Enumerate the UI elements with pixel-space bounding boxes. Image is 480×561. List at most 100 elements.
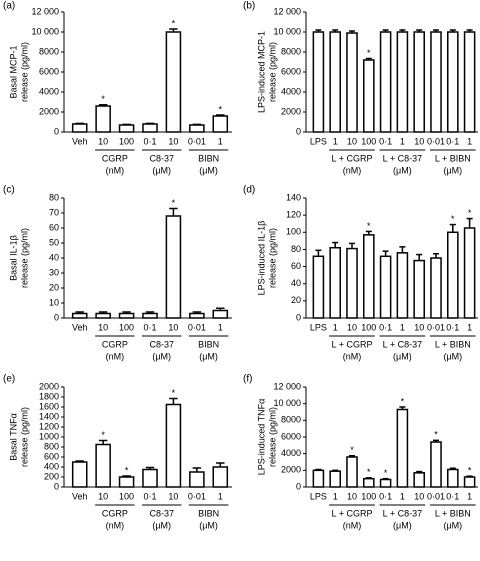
y-tick-label: 120 — [286, 210, 301, 220]
bar — [447, 31, 459, 133]
bar — [413, 259, 425, 319]
bar — [189, 124, 205, 133]
bar — [165, 31, 182, 133]
y-tick-label: 8000 — [281, 415, 301, 425]
group-label: CGRP — [102, 339, 128, 349]
bar — [212, 466, 229, 488]
group-label: L + CGRP — [332, 508, 373, 518]
y-axis-label: LPS-induced TNFα — [256, 399, 266, 476]
group-unit: (μM) — [393, 351, 412, 361]
bar — [329, 246, 341, 319]
y-tick-label: 10 — [49, 297, 59, 307]
y-tick-label: 10 000 — [31, 26, 59, 36]
bar — [396, 31, 409, 133]
y-tick-label: 2000 — [39, 381, 59, 391]
y-axis-label: release (pg/ml) — [267, 228, 277, 288]
panel-label: (b) — [243, 1, 255, 12]
bar — [118, 124, 135, 133]
x-tick-label: LPS — [310, 322, 327, 332]
significance-marker: * — [219, 104, 223, 114]
bar — [363, 234, 375, 319]
y-axis-label: release (pg/ml) — [267, 42, 277, 102]
y-tick-label: 6000 — [281, 66, 301, 76]
x-tick-label: 1 — [467, 491, 472, 501]
bar — [312, 469, 325, 488]
significance-marker: * — [172, 388, 176, 398]
group-label: L + C8-37 — [383, 339, 422, 349]
bar — [463, 31, 476, 133]
y-tick-label: 200 — [44, 471, 59, 481]
y-tick-label: 0 — [54, 481, 59, 491]
x-tick-label: 10 — [168, 322, 178, 332]
x-tick-label: 10 — [347, 322, 357, 332]
bar — [430, 441, 442, 488]
group-label: C8-37 — [149, 153, 174, 163]
y-tick-label: 80 — [291, 244, 301, 254]
x-tick-label: 0·1 — [379, 322, 392, 332]
y-tick-label: 800 — [44, 441, 59, 451]
x-tick-label: 100 — [119, 491, 134, 501]
group-unit: (μM) — [393, 165, 412, 175]
y-tick-label: 12 000 — [273, 6, 301, 16]
x-tick-label: 1 — [400, 491, 405, 501]
group-label: CGRP — [102, 153, 128, 163]
y-tick-label: 0 — [54, 312, 59, 322]
group-unit: (μM) — [393, 520, 412, 530]
x-tick-label: 0·1 — [143, 491, 156, 501]
y-tick-label: 1000 — [39, 431, 59, 441]
x-tick-label: 100 — [361, 491, 376, 501]
x-tick-label: 1 — [218, 322, 223, 332]
y-tick-label: 0 — [296, 126, 301, 136]
bar — [212, 115, 229, 133]
bar — [396, 252, 409, 319]
bar — [165, 403, 182, 488]
group-unit: (nM) — [343, 351, 362, 361]
significance-marker: * — [172, 18, 176, 28]
bar — [142, 468, 158, 488]
group-unit: (nM) — [343, 520, 362, 530]
x-tick-label: 0·01 — [188, 136, 206, 146]
significance-marker: * — [384, 468, 388, 478]
x-tick-label: 100 — [361, 322, 376, 332]
bar — [312, 31, 325, 133]
bar — [189, 471, 205, 488]
panel-label: (d) — [243, 185, 255, 196]
y-tick-label: 20 — [291, 295, 301, 305]
bar — [71, 461, 88, 488]
y-tick-label: 70 — [49, 207, 59, 217]
bar — [413, 472, 425, 488]
x-tick-label: 1 — [400, 322, 405, 332]
panel-label: (e) — [3, 374, 15, 385]
significance-marker: * — [101, 94, 105, 104]
group-label: L + BIBN — [435, 508, 471, 518]
x-tick-label: 1 — [218, 136, 223, 146]
group-label: L + BIBN — [435, 339, 471, 349]
group-label: L + BIBN — [435, 153, 471, 163]
y-axis-label: release (pg/ml) — [267, 407, 277, 467]
panel-label: (c) — [3, 185, 15, 196]
x-tick-label: 10 — [347, 136, 357, 146]
bar — [95, 312, 111, 319]
panel-label: (a) — [3, 1, 15, 12]
bar — [118, 312, 135, 319]
y-tick-label: 40 — [291, 278, 301, 288]
y-axis-label: LPS-induced MCP-1 — [256, 31, 266, 113]
significance-marker: * — [451, 214, 455, 224]
group-unit: (nM) — [106, 165, 125, 175]
y-tick-label: 80 — [49, 192, 59, 202]
x-tick-label: 10 — [98, 136, 108, 146]
group-unit: (nM) — [106, 351, 125, 361]
y-tick-label: 60 — [49, 222, 59, 232]
y-axis-label: Basal IL-1β — [8, 235, 18, 281]
bar — [430, 257, 442, 319]
x-tick-label: Veh — [72, 136, 88, 146]
y-tick-label: 10 000 — [273, 398, 301, 408]
y-tick-label: 2000 — [281, 106, 301, 116]
bar — [379, 255, 392, 319]
x-tick-label: 1 — [467, 322, 472, 332]
y-tick-label: 20 — [49, 282, 59, 292]
y-axis-label: LPS-induced IL-1β — [256, 221, 266, 296]
y-tick-label: 6000 — [281, 431, 301, 441]
y-tick-label: 100 — [286, 227, 301, 237]
bar — [430, 31, 442, 133]
